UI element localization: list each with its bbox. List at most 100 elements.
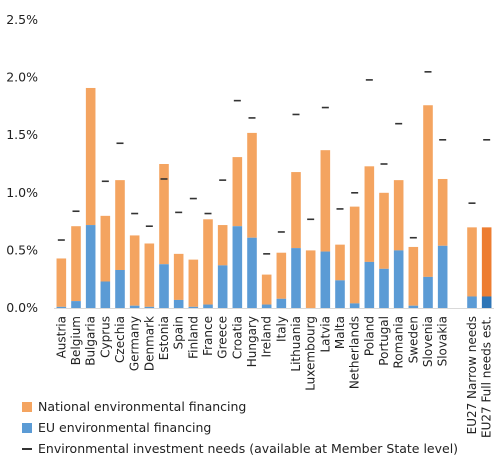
x-tick-label: Greece [216, 316, 230, 359]
bar-eu [115, 269, 125, 308]
bar-national [408, 246, 419, 306]
bar-national [203, 219, 213, 305]
bar-national [481, 227, 492, 297]
bar-national [393, 180, 404, 251]
x-tick-label: Belgium [69, 316, 83, 365]
bar-eu [481, 296, 492, 308]
bar-eu [159, 264, 169, 308]
y-tick-label: 0.0% [6, 300, 38, 315]
x-tick-label: Malta [333, 316, 347, 349]
bar-eu [276, 298, 287, 308]
y-tick-label: 2.5% [6, 12, 38, 27]
x-tick-label: Slovenia [421, 316, 435, 367]
legend-label-needs: Environmental investment needs (availabl… [38, 441, 459, 456]
bar-national [247, 132, 257, 238]
x-tick-label: Ireland [260, 316, 274, 358]
x-tick-label: Romania [392, 316, 406, 368]
x-tick-label: Estonia [157, 316, 171, 360]
bar-eu [100, 281, 111, 308]
bar-national [379, 192, 389, 269]
bar-eu [320, 251, 331, 308]
bar-eu [408, 305, 419, 308]
bar-eu [247, 237, 257, 308]
bar-national [320, 150, 331, 252]
bar-eu [71, 301, 81, 308]
bar-national [349, 206, 360, 304]
x-tick-label: Germany [128, 316, 142, 371]
x-tick-label: EU27 Full needs est. [480, 316, 494, 438]
bar-national [335, 244, 345, 281]
bar-national [159, 164, 169, 265]
bar-eu [423, 276, 433, 308]
bar-eu [467, 296, 477, 308]
y-tick-label: 0.5% [6, 242, 38, 257]
x-tick-label: Czechia [113, 316, 127, 363]
bar-national [364, 166, 375, 262]
bar-eu [144, 306, 155, 308]
bar-eu [188, 306, 199, 308]
bar-national [56, 258, 67, 307]
bar-eu [203, 304, 213, 308]
legend-label-eu: EU environmental financing [38, 420, 212, 435]
bar-national [129, 235, 140, 306]
x-tick-label: Slovakia [436, 316, 450, 366]
bar-national [100, 215, 111, 282]
bar-eu [261, 304, 272, 308]
x-tick-label: Luxembourg [304, 316, 318, 391]
y-tick-label: 1.0% [6, 185, 38, 200]
bar-national [85, 87, 96, 226]
bar-national [173, 253, 184, 300]
legend-label-national: National environmental financing [38, 399, 247, 414]
bar-eu [85, 225, 96, 308]
legend-item-national: National environmental financing [22, 396, 458, 417]
bar-national [467, 227, 477, 297]
y-tick-label: 1.5% [6, 127, 38, 142]
x-tick-label: Croatia [230, 316, 244, 359]
bar-national [276, 252, 287, 299]
x-tick-label: Spain [172, 316, 186, 350]
x-tick-label: EU27 Narrow needs [465, 316, 479, 434]
bar-eu [349, 303, 360, 308]
bar-eu [437, 245, 448, 308]
bar-eu [173, 299, 184, 308]
x-tick-label: Hungary [245, 316, 259, 367]
legend: National environmental financing EU envi… [22, 396, 458, 459]
bar-eu [129, 305, 140, 308]
bar-national [261, 274, 272, 305]
bar-national [232, 157, 243, 227]
legend-item-needs: Environmental investment needs (availabl… [22, 438, 458, 459]
bar-national [188, 259, 199, 307]
bar-eu [217, 265, 228, 308]
x-tick-label: Poland [362, 316, 376, 356]
bar-eu [56, 306, 67, 308]
x-tick-label: Cyprus [98, 316, 112, 358]
x-tick-label: Austria [54, 316, 68, 358]
bar-eu [379, 268, 389, 308]
bar-eu [393, 250, 404, 308]
legend-dash-needs [22, 447, 32, 450]
bar-national [217, 225, 228, 266]
bar-national [115, 180, 125, 270]
y-tick-label: 2.0% [6, 70, 38, 85]
x-tick-label: Denmark [142, 316, 156, 371]
x-tick-label: Lithuania [289, 316, 303, 372]
x-tick-label: Portugal [377, 316, 391, 366]
x-tick-label: France [201, 316, 215, 356]
bar-national [423, 105, 433, 277]
bar-national [305, 250, 316, 308]
bar-eu [364, 261, 375, 308]
bar-eu [291, 248, 301, 308]
bar-national [437, 178, 448, 246]
bar-national [144, 243, 155, 307]
x-tick-label: Finland [186, 316, 200, 359]
bar-national [291, 172, 301, 249]
x-tick-label: Latvia [318, 316, 332, 353]
bar-national [71, 226, 81, 302]
legend-swatch-national [22, 401, 32, 412]
x-tick-label: Sweden [406, 316, 420, 363]
legend-swatch-eu [22, 422, 32, 433]
legend-item-eu: EU environmental financing [22, 417, 458, 438]
x-tick-label: Italy [274, 316, 288, 342]
